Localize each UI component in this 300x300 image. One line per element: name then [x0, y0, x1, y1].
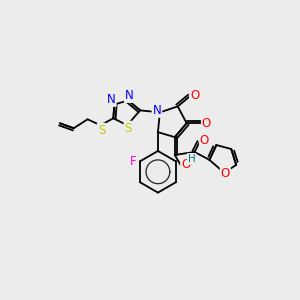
Text: O: O	[190, 89, 199, 102]
Text: O: O	[181, 158, 190, 171]
Text: N: N	[125, 89, 134, 102]
Text: F: F	[130, 155, 136, 168]
Text: O: O	[221, 167, 230, 180]
Text: N: N	[107, 93, 116, 106]
Text: O: O	[202, 117, 211, 130]
Text: H: H	[188, 154, 196, 164]
Text: S: S	[124, 122, 132, 135]
Text: N: N	[153, 104, 161, 117]
Text: O: O	[200, 134, 209, 147]
Text: S: S	[98, 124, 105, 137]
